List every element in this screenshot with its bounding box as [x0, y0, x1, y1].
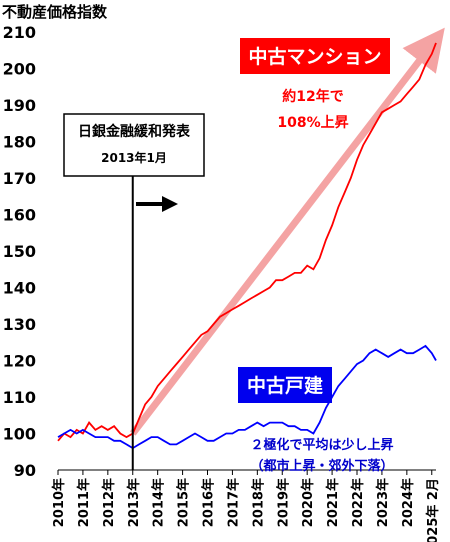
y-tick-label: 140 — [3, 279, 36, 298]
x-tick-label: 2020年 — [300, 478, 316, 527]
house-note-1: ２極化で平均は少し上昇 — [250, 437, 393, 453]
x-tick-label: 2012年 — [101, 478, 117, 527]
y-tick-label: 190 — [3, 96, 36, 115]
x-tick-label: 2011年 — [76, 478, 92, 527]
trend-arrow — [129, 27, 445, 436]
x-tick-label: 2016年 — [201, 478, 217, 527]
event-callout: 日銀金融緩和発表 2013年1月 — [63, 113, 205, 177]
x-tick-label: 2017年 — [225, 478, 241, 527]
y-tick-label: 160 — [3, 206, 36, 225]
house-legend-tag: 中古戸建 — [238, 367, 332, 403]
x-tick-label: 2024年 — [400, 478, 416, 527]
y-tick-label: 150 — [3, 242, 36, 261]
mansion-note-1: 約12年で — [282, 88, 343, 105]
y-tick-label: 170 — [3, 169, 36, 188]
y-tick-label: 110 — [3, 388, 36, 407]
y-tick-label: 100 — [3, 425, 36, 444]
x-axis: 2010年 2011年 2012年 2013年 2014年 2015年 2016年 2017年… — [51, 470, 441, 542]
y-tick-label: 210 — [3, 23, 36, 42]
y-tick-label: 130 — [3, 315, 36, 334]
house-tag-label: 中古戸建 — [247, 374, 323, 397]
x-tick-label: 2021年 — [325, 478, 341, 527]
mansion-tag-label: 中古マンション — [248, 45, 381, 68]
y-tick-label: 200 — [3, 60, 36, 79]
x-tick-label: 2014年 — [151, 478, 167, 527]
series-line-mansion — [57, 42, 437, 442]
event-title: 日銀金融緩和発表 — [78, 123, 191, 140]
x-tick-label: 2015年 — [176, 478, 192, 527]
x-tick-label: 2025年 2月 — [425, 478, 441, 542]
y-axis: 90 100 110 120 130 140 150 160 170 180 190 200 210 — [3, 23, 36, 480]
x-tick-label: 2013年 — [126, 478, 142, 527]
mansion-legend-tag: 中古マンション — [240, 38, 390, 74]
y-tick-label: 90 — [14, 461, 36, 480]
house-note-2: （都市上昇・郊外下落） — [250, 458, 393, 474]
x-tick-label: 2010年 — [51, 478, 67, 527]
mansion-note-2: 108%上昇 — [277, 115, 348, 131]
x-tick-label: 2023年 — [375, 478, 391, 527]
y-tick-label: 120 — [3, 352, 36, 371]
chart-title: 不動産価格指数 — [2, 3, 108, 21]
x-tick-label: 2019年 — [275, 478, 291, 527]
x-tick-label: 2018年 — [250, 478, 266, 527]
x-tick-label: 2022年 — [350, 478, 366, 527]
event-date: 2013年1月 — [101, 150, 167, 165]
y-tick-label: 180 — [3, 133, 36, 152]
series-line-house — [57, 344, 437, 450]
